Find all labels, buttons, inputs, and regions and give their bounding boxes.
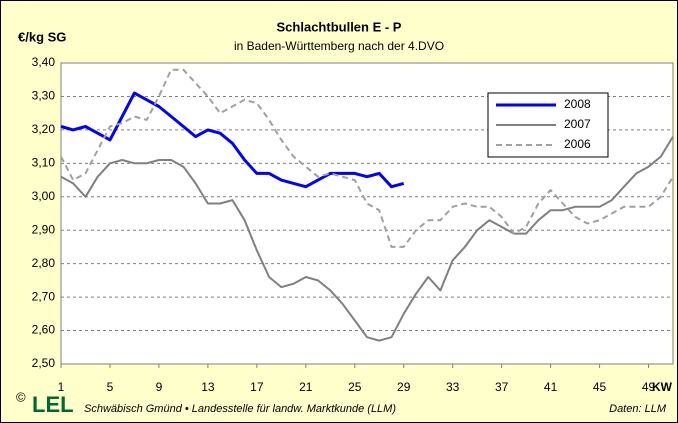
x-tick-label: 21 bbox=[299, 380, 313, 394]
x-tick-label: 37 bbox=[495, 380, 509, 394]
x-tick-label: 41 bbox=[544, 380, 558, 394]
copyright: © bbox=[16, 389, 26, 404]
footer-text: Schwäbisch Gmünd • Landesstelle für land… bbox=[84, 403, 396, 415]
x-tick-label: 13 bbox=[201, 380, 215, 394]
x-tick-label: 9 bbox=[156, 380, 163, 394]
y-tick-label: 2,50 bbox=[32, 356, 56, 370]
line-series bbox=[60, 136, 674, 342]
y-tick-label: 3,10 bbox=[32, 156, 56, 170]
y-tick-label: 2,70 bbox=[32, 289, 56, 303]
logo: LEL bbox=[32, 392, 74, 417]
y-tick-label: 3,30 bbox=[32, 89, 56, 103]
legend-label: 2006 bbox=[564, 137, 591, 151]
x-axis-label: KW bbox=[652, 380, 673, 394]
y-tick-label: 2,90 bbox=[32, 222, 56, 236]
source: Daten: LLM bbox=[609, 403, 667, 415]
y-tick-label: 2,60 bbox=[32, 323, 56, 337]
x-tick-label: 17 bbox=[250, 380, 264, 394]
x-tick-label: 25 bbox=[348, 380, 362, 394]
chart-subtitle: in Baden-Württemberg nach der 4.DVO bbox=[234, 39, 444, 53]
x-tick-label: 1 bbox=[58, 380, 65, 394]
x-tick-label: 33 bbox=[446, 380, 460, 394]
line-series bbox=[60, 68, 674, 248]
y-tick-label: 3,20 bbox=[32, 122, 56, 136]
x-tick-label: 5 bbox=[107, 380, 114, 394]
chart-title: Schlachtbullen E - P bbox=[277, 19, 402, 34]
x-tick-label: 49 bbox=[642, 380, 656, 394]
legend-label: 2008 bbox=[564, 97, 591, 111]
legend-label: 2007 bbox=[564, 117, 591, 131]
y-tick-label: 2,80 bbox=[32, 256, 56, 270]
x-tick-label: 45 bbox=[593, 380, 607, 394]
y-tick-label: 3,40 bbox=[32, 55, 56, 69]
y-tick-label: 3,00 bbox=[32, 189, 56, 203]
x-tick-label: 29 bbox=[397, 380, 411, 394]
y-axis-label: €/kg SG bbox=[18, 29, 66, 44]
